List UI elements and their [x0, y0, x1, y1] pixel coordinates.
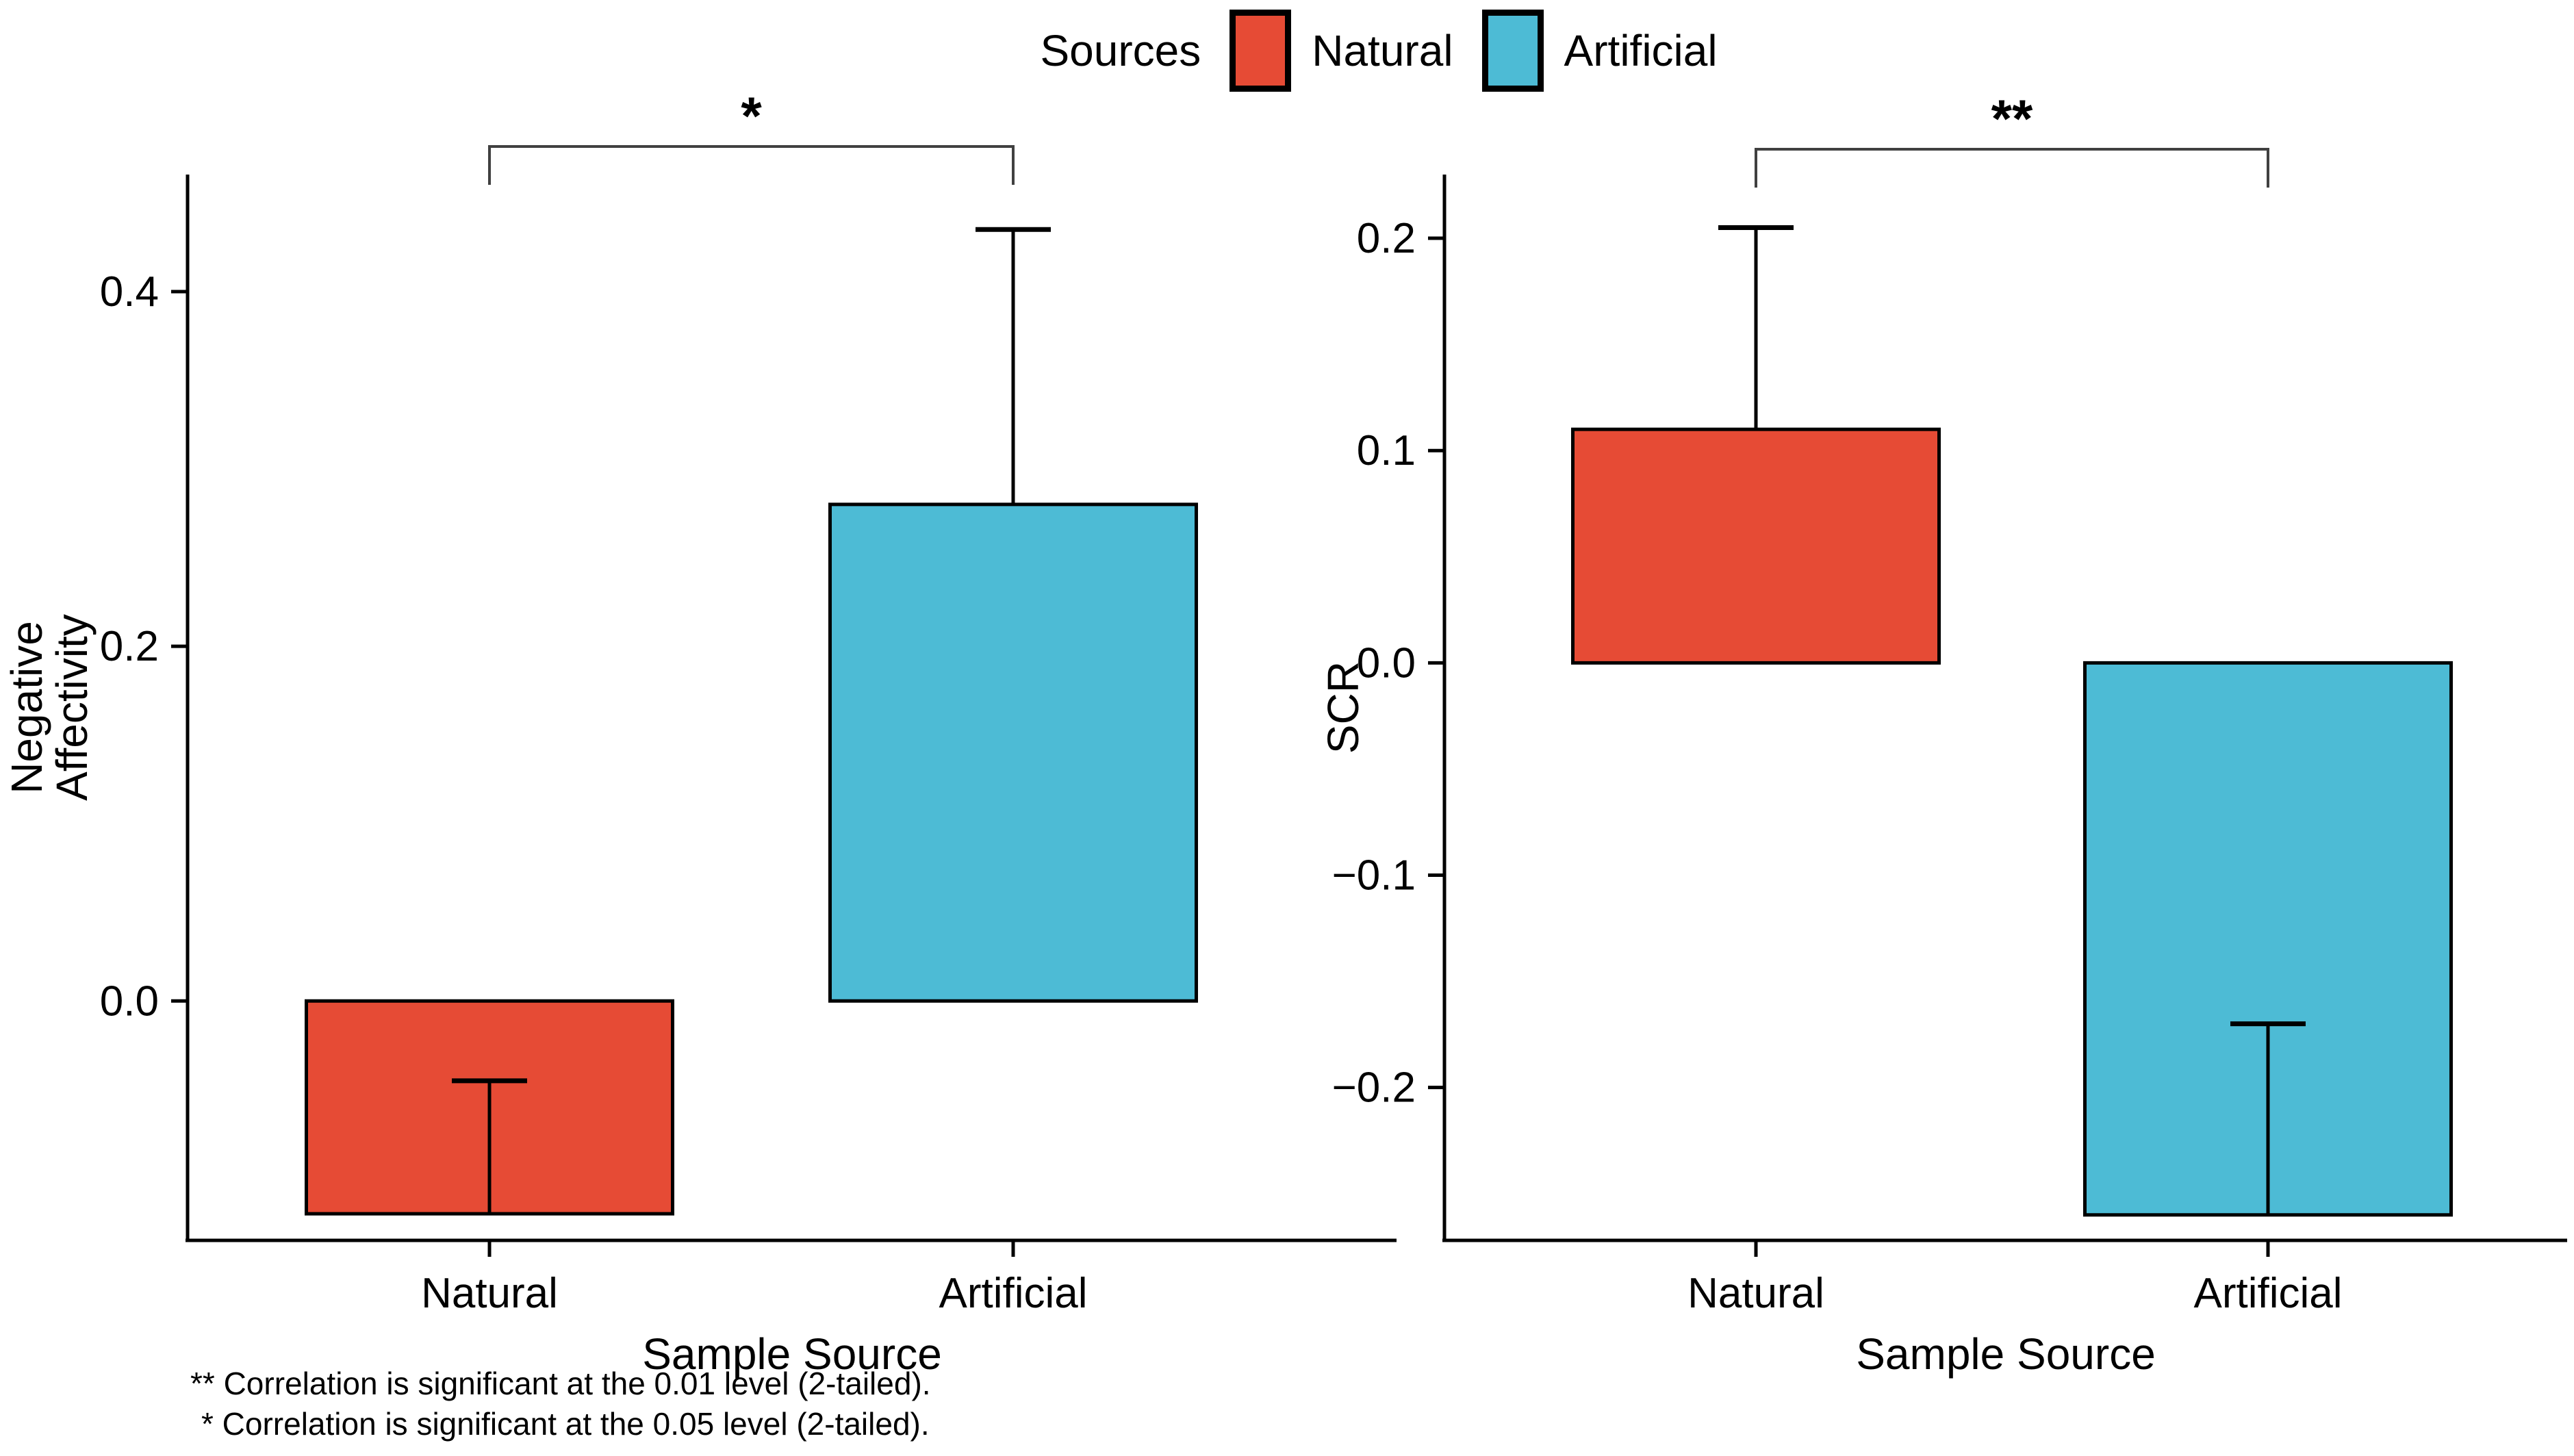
legend-swatch-natural: [1229, 10, 1292, 92]
left-y-tick-label: 0.0: [100, 978, 159, 1025]
footnotes: ** Correlation is significant at the 0.0…: [190, 1364, 931, 1444]
right-y-axis-title: SCR: [1318, 661, 1368, 754]
legend-item-artificial: Artificial: [1481, 10, 1718, 92]
right-y-tick-label: 0.1: [1357, 427, 1416, 474]
legend-label-natural: Natural: [1312, 26, 1453, 75]
legend-swatch-artificial: [1481, 10, 1544, 92]
right-significance-label: **: [1991, 88, 2033, 149]
left-y-tick-label: 0.4: [100, 268, 159, 316]
footnote-significance-005: * Correlation is significant at the 0.05…: [201, 1406, 930, 1442]
legend-item-natural: Natural: [1229, 10, 1453, 92]
legend: Sources Natural Artificial: [1040, 10, 1718, 92]
left-significance-label: *: [741, 86, 762, 146]
footnote-significance-001: ** Correlation is significant at the 0.0…: [190, 1366, 931, 1401]
right-y-tick-label: −0.1: [1332, 852, 1416, 899]
left-y-axis-title: NegativeAffectivity: [2, 614, 97, 801]
right-x-category-label: Natural: [1687, 1270, 1824, 1317]
left-x-axis-title: Sample Source: [642, 1329, 942, 1379]
right-bar-natural: [1571, 427, 1941, 665]
left-y-tick-label: 0.2: [100, 623, 159, 670]
right-x-category-label: Artificial: [2193, 1270, 2342, 1317]
right-y-tick-label: 0.2: [1357, 215, 1416, 262]
legend-row: Sources Natural Artificial: [0, 10, 2574, 92]
left-x-category-label: Natural: [421, 1270, 558, 1317]
left-significance-bracket: [488, 145, 1015, 185]
legend-label-artificial: Artificial: [1564, 26, 1718, 75]
right-y-tick-label: 0.0: [1357, 639, 1416, 687]
right-significance-bracket: [1755, 148, 2269, 188]
left-x-category-label: Artificial: [939, 1270, 1087, 1317]
left-bar-artificial: [828, 502, 1198, 1003]
right-y-tick-label: −0.2: [1332, 1064, 1416, 1112]
right-x-axis-title: Sample Source: [1856, 1329, 2156, 1379]
legend-title: Sources: [1040, 26, 1201, 75]
